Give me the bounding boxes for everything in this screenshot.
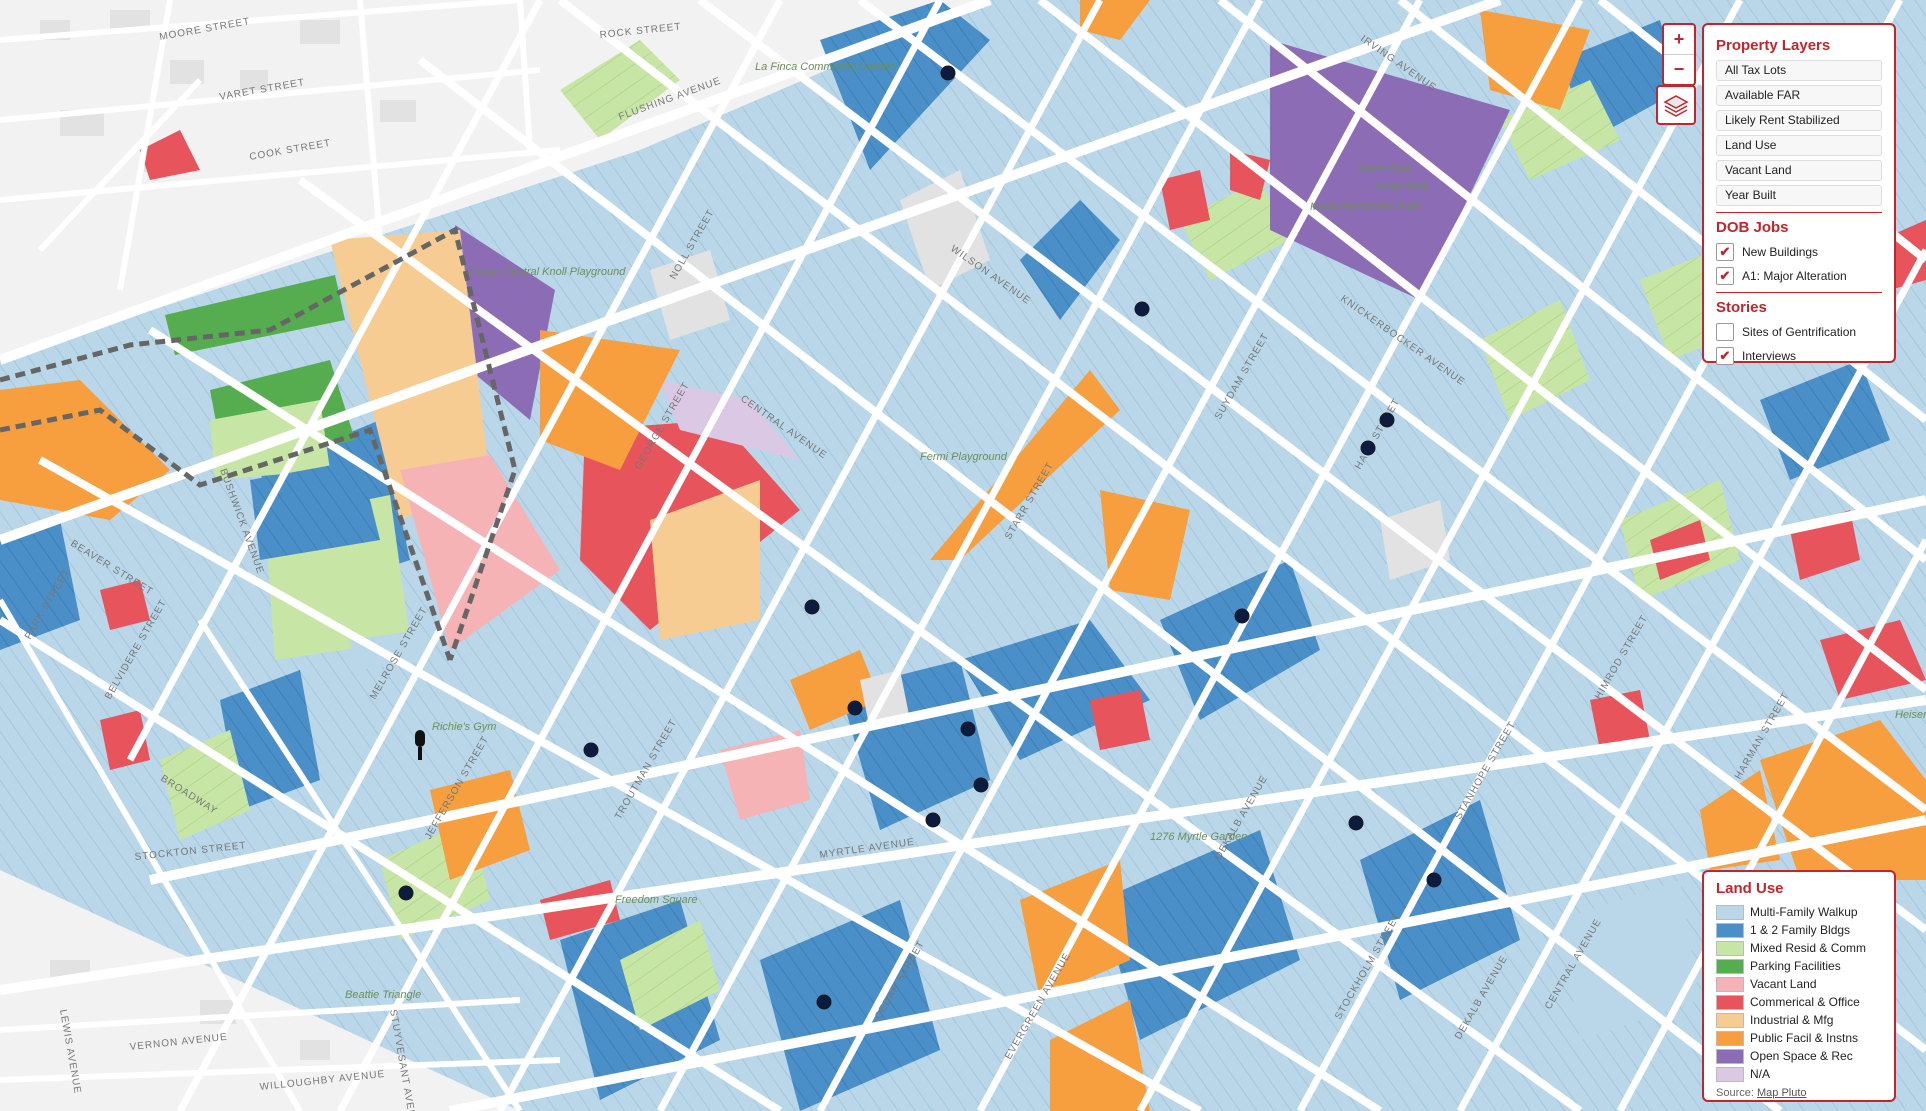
legend-swatch (1716, 1030, 1744, 1046)
layers-panel: Property Layers All Tax Lots Available F… (1702, 23, 1896, 366)
place-label: Green Central Knoll Playground (470, 266, 626, 278)
job-marker[interactable] (960, 721, 976, 737)
job-marker[interactable] (398, 885, 414, 901)
legend-swatch (1716, 1048, 1744, 1064)
place-label: Freedom Square (615, 894, 698, 906)
checkbox-label: A1: Major Alteration (1742, 269, 1847, 283)
place-label: Beattie Triangle (345, 989, 421, 1001)
place-label: Maria Hernandez Park (1310, 201, 1421, 213)
checkbox[interactable]: ✔ (1716, 267, 1734, 285)
legend-swatch (1716, 1012, 1744, 1028)
legend-item: Industrial & Mfg (1716, 1011, 1882, 1029)
place-label: Richie's Gym (432, 721, 496, 733)
layer-option-likely-rent-stabilized[interactable]: Likely Rent Stabilized (1716, 110, 1882, 131)
job-marker[interactable] (583, 742, 599, 758)
job-marker[interactable] (940, 65, 956, 81)
legend-label: Commerical & Office (1750, 995, 1860, 1009)
sites-of-gentrification-toggle[interactable]: Sites of Gentrification (1716, 322, 1882, 342)
legend-label: 1 & 2 Family Bldgs (1750, 923, 1851, 937)
place-labels: La Finca Community Garden Skate Park Ska… (345, 61, 1926, 1001)
dob-jobs-title: DOB Jobs (1716, 219, 1789, 236)
boundary-lines (0, 226, 518, 661)
legend-item: Vacant Land (1716, 975, 1882, 993)
checkbox-label: New Buildings (1742, 245, 1819, 259)
legend-label: Mixed Resid & Comm (1750, 941, 1867, 955)
job-marker[interactable] (804, 599, 820, 615)
legend-label: Parking Facilities (1750, 959, 1841, 973)
place-label: Heisen (1895, 709, 1926, 721)
legend-label: Public Facil & Instns (1750, 1031, 1859, 1045)
legend-swatch (1716, 994, 1744, 1010)
checkbox[interactable]: ✔ (1716, 243, 1734, 261)
legend-swatch (1716, 976, 1744, 992)
zoom-in-button[interactable]: + (1673, 29, 1685, 49)
legend-swatch (1716, 922, 1744, 938)
checkbox[interactable] (1716, 323, 1734, 341)
legend-swatch (1716, 958, 1744, 974)
legend-title: Land Use (1716, 880, 1784, 897)
checkbox-label: Sites of Gentrification (1742, 325, 1857, 339)
legend-source: Source: Map Pluto (1716, 1087, 1882, 1099)
land-use-legend: Land Use Multi-Family Walkup 1 & 2 Family… (1702, 870, 1896, 1102)
legend-item: Commerical & Office (1716, 993, 1882, 1011)
layer-option-land-use[interactable]: Land Use (1716, 135, 1882, 156)
property-layers-title: Property Layers (1716, 37, 1831, 54)
interviews-toggle[interactable]: ✔ Interviews (1716, 346, 1882, 366)
checkbox-label: Interviews (1742, 349, 1797, 363)
layer-option-all-tax-lots[interactable]: All Tax Lots (1716, 60, 1882, 81)
legend-item: 1 & 2 Family Bldgs (1716, 921, 1882, 939)
legend-label: Industrial & Mfg (1750, 1013, 1834, 1027)
layers-button[interactable] (1656, 85, 1696, 125)
stories-title: Stories (1716, 299, 1767, 316)
place-label: La Finca Community Garden (755, 61, 896, 73)
legend-item: Open Space & Rec (1716, 1047, 1882, 1065)
place-label: Skate Park (1375, 181, 1429, 193)
major-alteration-toggle[interactable]: ✔ A1: Major Alteration (1716, 266, 1882, 286)
legend-label: Open Space & Rec (1750, 1049, 1853, 1063)
job-marker[interactable] (1234, 608, 1250, 624)
dob-job-markers[interactable] (398, 65, 1442, 1010)
interview-microphone-icon[interactable] (415, 730, 425, 760)
layer-option-available-far[interactable]: Available FAR (1716, 85, 1882, 106)
job-marker[interactable] (816, 994, 832, 1010)
legend-swatch (1716, 940, 1744, 956)
job-marker[interactable] (1379, 412, 1395, 428)
place-label: 1276 Myrtle Garden (1150, 831, 1247, 843)
job-marker[interactable] (1426, 872, 1442, 888)
job-marker[interactable] (1348, 815, 1364, 831)
divider (1716, 212, 1882, 213)
divider (1716, 292, 1882, 293)
place-label: Skate Park (1358, 163, 1412, 175)
legend-label: Vacant Land (1750, 977, 1817, 991)
job-marker[interactable] (847, 700, 863, 716)
legend-item: Mixed Resid & Comm (1716, 939, 1882, 957)
map-pluto-link[interactable]: Map Pluto (1756, 1087, 1807, 1099)
source-prefix: Source: (1716, 1087, 1754, 1099)
new-buildings-toggle[interactable]: ✔ New Buildings (1716, 242, 1882, 262)
legend-items: Multi-Family Walkup 1 & 2 Family Bldgs Mix… (1716, 903, 1882, 1083)
job-marker[interactable] (973, 777, 989, 793)
layers-icon (1663, 95, 1689, 117)
job-marker[interactable] (1134, 301, 1150, 317)
place-label: Fermi Playground (920, 451, 1008, 463)
legend-swatch (1716, 1066, 1744, 1082)
zoom-out-button[interactable]: − (1664, 54, 1694, 84)
legend-label: Multi-Family Walkup (1750, 905, 1858, 919)
job-marker[interactable] (1360, 440, 1376, 456)
layer-option-vacant-land[interactable]: Vacant Land (1716, 160, 1882, 181)
left-green-blocks (165, 275, 430, 670)
legend-label: N/A (1750, 1067, 1771, 1081)
legend-item: N/A (1716, 1065, 1882, 1083)
legend-item: Parking Facilities (1716, 957, 1882, 975)
job-marker[interactable] (925, 812, 941, 828)
legend-swatch (1716, 904, 1744, 920)
zoom-control: + − (1662, 23, 1696, 86)
legend-item: Multi-Family Walkup (1716, 903, 1882, 921)
legend-item: Public Facil & Instns (1716, 1029, 1882, 1047)
checkbox[interactable]: ✔ (1716, 347, 1734, 365)
layer-option-year-built[interactable]: Year Built (1716, 185, 1882, 206)
